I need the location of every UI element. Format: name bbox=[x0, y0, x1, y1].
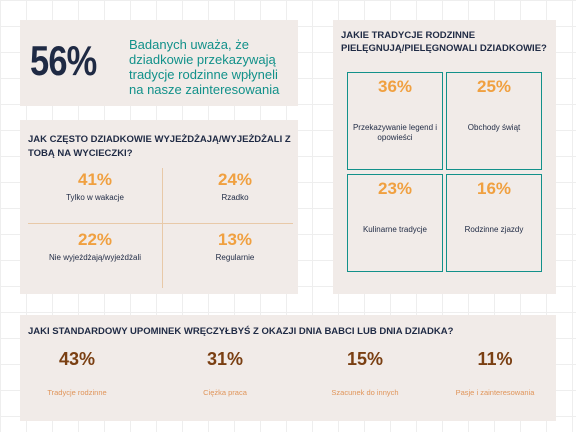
tradition-label: Rodzinne zjazdy bbox=[464, 225, 524, 234]
trip-stat: 24% Rzadko bbox=[170, 170, 300, 202]
tradition-label: Przekazywanie legend i opowieści bbox=[352, 123, 438, 142]
trip-percent: 41% bbox=[77, 170, 113, 189]
tradition-cell: 36% Przekazywanie legend i opowieści bbox=[347, 72, 443, 170]
gift-percent: 11% bbox=[477, 349, 513, 369]
gift-percent: 43% bbox=[58, 349, 96, 369]
trip-label: Nie wyjeżdżają/wyjeżdżali bbox=[48, 253, 142, 262]
trip-stat: 22% Nie wyjeżdżają/wyjeżdżali bbox=[30, 230, 160, 262]
traditions-panel: JAKIE TRADYCJE RODZINNE PIELĘGNUJĄ/PIELĘ… bbox=[333, 20, 556, 294]
grid-divider-horizontal bbox=[28, 223, 293, 224]
trip-label: Rzadko bbox=[221, 193, 249, 202]
gift-stat: 15% Szacunek do innych bbox=[310, 349, 420, 397]
traditions-title: JAKIE TRADYCJE RODZINNE PIELĘGNUJĄ/PIELĘ… bbox=[341, 30, 547, 54]
trip-label: Regularnie bbox=[215, 253, 255, 262]
gift-label: Szacunek do innych bbox=[331, 388, 399, 397]
trip-percent: 22% bbox=[77, 230, 113, 249]
gifts-panel: JAKI STANDARDOWY UPOMINEK WRĘCZYŁBYŚ Z O… bbox=[20, 315, 556, 421]
tradition-label: Kulinarne tradycje bbox=[362, 225, 428, 234]
trip-stat: 41% Tylko w wakacje bbox=[30, 170, 160, 202]
gift-stat: 11% Pasje i zainteresowania bbox=[440, 349, 550, 397]
gift-label: Tradycje rodzinne bbox=[47, 388, 107, 397]
trips-panel: JAK CZĘSTO DZIADKOWIE WYJEŻDŻAJĄ/WYJEŻDŻ… bbox=[20, 120, 298, 294]
tradition-percent: 23% bbox=[377, 179, 413, 198]
tradition-cell: 23% Kulinarne tradycje bbox=[347, 174, 443, 272]
trip-label: Tylko w wakacje bbox=[66, 193, 124, 202]
headline-text: Badanych uważa, że dziadkowie przekazywa… bbox=[129, 37, 280, 97]
headline-percent: 56% bbox=[30, 37, 97, 84]
trip-percent: 24% bbox=[217, 170, 253, 189]
tradition-percent: 16% bbox=[476, 179, 512, 198]
gift-stat: 43% Tradycje rodzinne bbox=[22, 349, 132, 397]
gift-label: Pasje i zainteresowania bbox=[455, 388, 535, 397]
gift-percent: 31% bbox=[206, 349, 244, 369]
tradition-percent: 25% bbox=[476, 77, 512, 96]
gift-label: Ciężka praca bbox=[203, 388, 247, 397]
gift-percent: 15% bbox=[346, 349, 384, 369]
tradition-label: Obchody świąt bbox=[467, 123, 521, 132]
trips-title: JAK CZĘSTO DZIADKOWIE WYJEŻDŻAJĄ/WYJEŻDŻ… bbox=[28, 134, 291, 159]
trip-stat: 13% Regularnie bbox=[170, 230, 300, 262]
tradition-cell: 25% Obchody świąt bbox=[446, 72, 542, 170]
tradition-percent: 36% bbox=[377, 77, 413, 96]
headline-panel: 56% Badanych uważa, że dziadkowie przeka… bbox=[20, 20, 298, 106]
gifts-title: JAKI STANDARDOWY UPOMINEK WRĘCZYŁBYŚ Z O… bbox=[28, 326, 454, 337]
tradition-cell: 16% Rodzinne zjazdy bbox=[446, 174, 542, 272]
trip-percent: 13% bbox=[217, 230, 253, 249]
grid-divider-vertical bbox=[162, 168, 163, 288]
gift-stat: 31% Ciężka praca bbox=[170, 349, 280, 397]
